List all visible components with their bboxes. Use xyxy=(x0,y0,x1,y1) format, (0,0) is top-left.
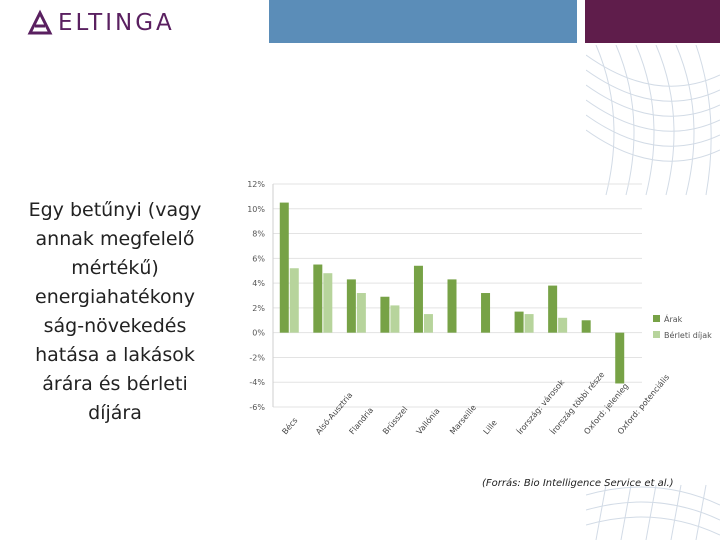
bar-prices xyxy=(346,279,356,333)
legend-swatch xyxy=(653,331,660,338)
y-tick-label: 10% xyxy=(247,205,265,214)
y-tick-label: -2% xyxy=(249,353,265,362)
y-tick-label: -6% xyxy=(249,403,265,412)
x-tick-label: Flandria xyxy=(348,406,376,437)
x-tick-label: Lille xyxy=(482,418,499,436)
bar-prices xyxy=(413,265,423,333)
logo: ELTINGA xyxy=(26,6,256,40)
bar-prices xyxy=(279,202,289,333)
header-blue-band xyxy=(269,0,577,43)
legend-label: Bérleti díjak xyxy=(664,330,712,340)
decorative-grid-pattern xyxy=(586,45,720,540)
bar-prices xyxy=(581,320,591,333)
bar-prices xyxy=(615,332,625,384)
side-text: Egy betűnyi (vagy annak megfelelő mérték… xyxy=(28,199,202,424)
bar-rents xyxy=(390,305,400,333)
bar-prices xyxy=(447,279,457,333)
x-tick-label: Marseille xyxy=(448,403,478,436)
legend-swatch xyxy=(653,315,660,322)
x-tick-label: Brüsszel xyxy=(381,405,409,436)
bar-prices xyxy=(548,285,558,333)
eltinga-logo-icon xyxy=(27,9,53,35)
bar-prices xyxy=(313,264,323,333)
bar-rents xyxy=(356,293,366,333)
bar-prices xyxy=(514,311,524,333)
x-tick-label: Bécs xyxy=(280,415,300,436)
source-text: (Forrás: Bio Intelligence Service et al.… xyxy=(482,478,674,489)
bar-prices xyxy=(481,293,491,333)
bar-prices xyxy=(380,296,390,333)
y-tick-label: 0% xyxy=(252,329,265,338)
bar-chart: 12%10%8%6%4%2%0%-2%-4%-6%Bécs Alsó-Ausztr… xyxy=(247,180,712,437)
y-tick-label: 8% xyxy=(252,230,265,239)
bar-rents xyxy=(289,268,299,333)
bar-rents xyxy=(524,314,534,333)
y-tick-label: -4% xyxy=(249,378,265,387)
header-purple-band xyxy=(585,0,720,43)
y-tick-label: 12% xyxy=(247,180,265,189)
bar-rents xyxy=(558,317,568,333)
legend-label: Árak xyxy=(664,313,683,324)
y-tick-label: 2% xyxy=(252,304,265,313)
logo-text: ELTINGA xyxy=(58,10,175,36)
x-tick-label: Vallónia xyxy=(414,406,442,436)
bar-rents xyxy=(423,314,433,333)
bar-rents xyxy=(323,273,333,333)
y-tick-label: 4% xyxy=(252,279,265,288)
y-tick-label: 6% xyxy=(252,254,265,263)
